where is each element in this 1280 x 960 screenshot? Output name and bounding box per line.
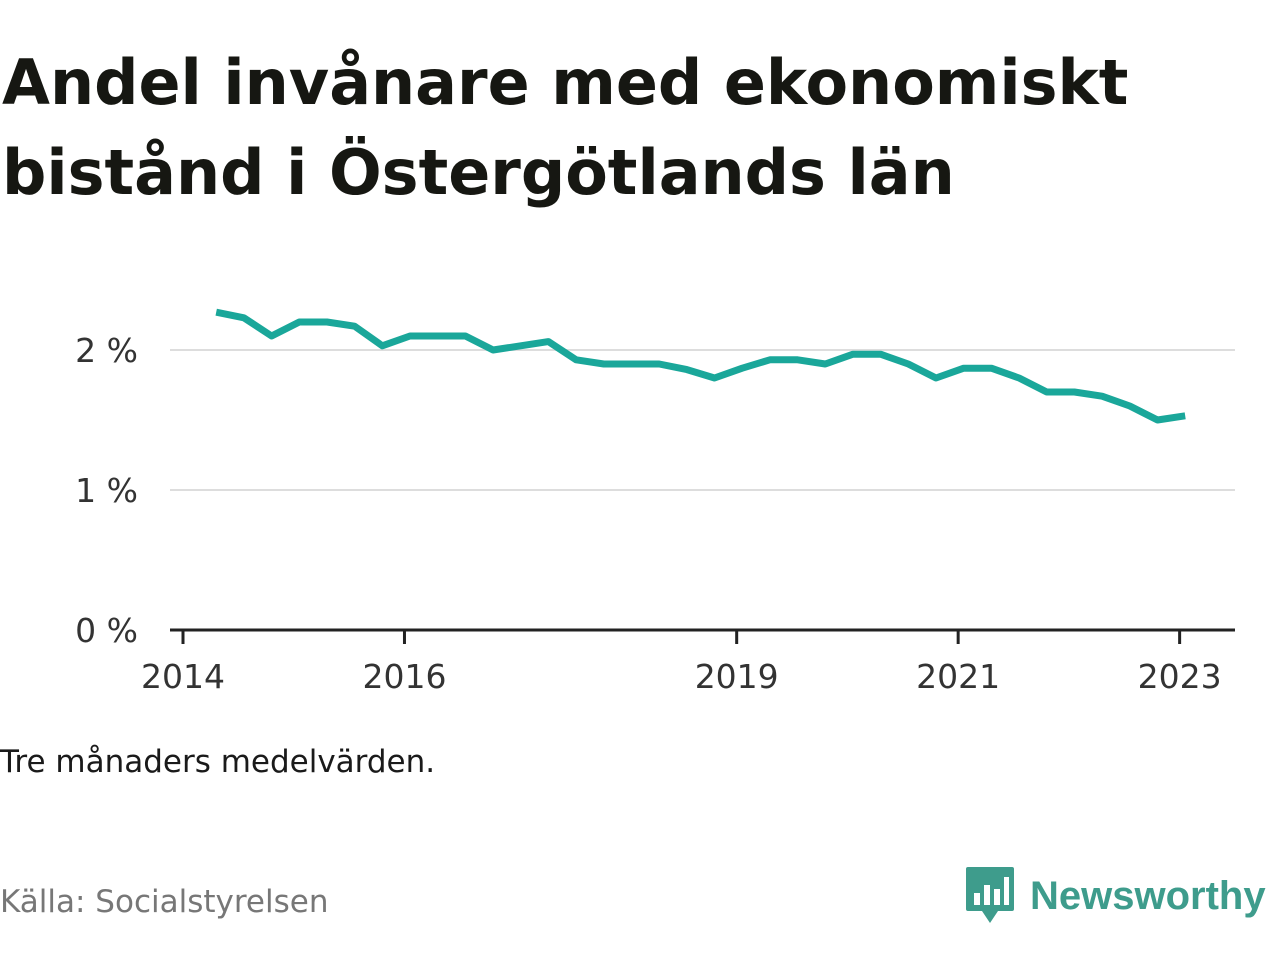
gridlines bbox=[170, 349, 1235, 491]
series-layer bbox=[213, 308, 1188, 424]
data-point bbox=[296, 319, 302, 325]
x-tick-label: 2019 bbox=[695, 657, 779, 696]
data-point bbox=[1044, 389, 1050, 395]
chart-title: Andel invånare med ekonomiskt bistånd i … bbox=[2, 46, 1129, 209]
source-credit: Källa: Socialstyrelsen bbox=[0, 884, 329, 920]
data-point bbox=[545, 339, 551, 345]
x-tick-label: 2023 bbox=[1138, 657, 1222, 696]
data-point bbox=[269, 333, 275, 339]
data-point bbox=[213, 309, 219, 315]
data-point bbox=[518, 343, 524, 349]
data-point bbox=[905, 361, 911, 367]
newsworthy-logo-icon bbox=[966, 867, 1014, 923]
data-point bbox=[1127, 403, 1133, 409]
brand-name: Newsworthy bbox=[1030, 873, 1266, 918]
x-tick-label: 2016 bbox=[362, 657, 446, 696]
data-point bbox=[850, 351, 856, 357]
data-point bbox=[767, 357, 773, 363]
series-line bbox=[215, 308, 1186, 424]
data-point bbox=[933, 375, 939, 381]
data-point bbox=[961, 365, 967, 371]
data-point bbox=[656, 361, 662, 367]
y-tick-label: 1 % bbox=[75, 471, 138, 510]
data-point bbox=[684, 367, 690, 373]
data-point bbox=[795, 357, 801, 363]
line-chart: 0 % 1 % 2 % 2014 2016 2019 2021 2023 bbox=[75, 308, 1235, 696]
data-point bbox=[1071, 389, 1077, 395]
data-point bbox=[739, 365, 745, 371]
data-point bbox=[324, 319, 330, 325]
data-point bbox=[379, 343, 385, 349]
data-point bbox=[1016, 375, 1022, 381]
data-point bbox=[601, 361, 607, 367]
data-point bbox=[435, 333, 441, 339]
data-point bbox=[1182, 413, 1188, 419]
data-point bbox=[490, 347, 496, 353]
y-axis-labels: 0 % 1 % 2 % bbox=[75, 331, 138, 650]
data-point bbox=[462, 333, 468, 339]
data-point bbox=[1099, 393, 1105, 399]
data-point bbox=[352, 323, 358, 329]
data-point bbox=[241, 315, 247, 321]
y-tick-label: 2 % bbox=[75, 331, 138, 370]
x-tick-label: 2021 bbox=[916, 657, 1000, 696]
data-point bbox=[628, 361, 634, 367]
x-tick-label: 2014 bbox=[141, 657, 225, 696]
data-point bbox=[407, 333, 413, 339]
data-point bbox=[573, 357, 579, 363]
x-axis: 2014 2016 2019 2021 2023 bbox=[141, 628, 1235, 696]
brand-logo: Newsworthy bbox=[964, 864, 1266, 928]
chart-note: Tre månaders medelvärden. bbox=[0, 744, 436, 780]
data-point bbox=[878, 351, 884, 357]
y-tick-label: 0 % bbox=[75, 611, 138, 650]
data-point bbox=[712, 375, 718, 381]
data-point bbox=[1154, 417, 1160, 423]
data-point bbox=[822, 361, 828, 367]
data-point bbox=[988, 365, 994, 371]
